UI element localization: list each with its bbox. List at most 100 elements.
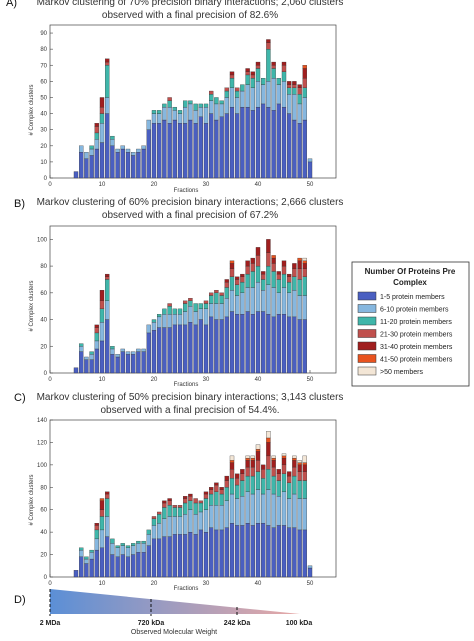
bar-segment (188, 119, 193, 179)
bar-segment (146, 534, 151, 546)
bar-segment (297, 460, 302, 463)
panel-d-letter: D) (14, 594, 26, 606)
bar-segment (131, 545, 136, 555)
bar-segment (183, 106, 188, 124)
bar-segment (281, 491, 287, 526)
bar-segment (209, 90, 214, 95)
panel-a: A) Markov clustering of 70% precision bi… (6, 0, 343, 194)
bar-segment (224, 527, 229, 578)
bar-segment (105, 273, 110, 277)
y-tick-label: 40 (40, 530, 47, 536)
mw-label-100kda: 100 kDa (286, 620, 313, 627)
bar-segment (167, 306, 172, 315)
bar-segment (245, 311, 250, 374)
bar-segment (255, 61, 261, 66)
bar-segment (125, 545, 131, 548)
bar-segment (292, 94, 297, 121)
plot-frame (49, 419, 337, 578)
legend-item-label: >50 members (380, 369, 423, 376)
bar-segment (157, 538, 162, 578)
bar-segment (302, 65, 307, 69)
bar-segment (162, 500, 167, 504)
bar-segment (110, 554, 115, 578)
bar-segment (229, 268, 235, 277)
bar-segment (99, 308, 105, 323)
bar-segment (255, 281, 261, 312)
bar-segment (271, 68, 276, 79)
legend-swatch (357, 316, 377, 326)
bar-segment (302, 464, 307, 472)
legend-swatch (357, 329, 377, 338)
bar-segment (250, 457, 255, 461)
bar-segment (157, 327, 162, 374)
bar-segment (198, 103, 203, 108)
bar-segment (235, 284, 240, 296)
bar-segment (94, 126, 99, 134)
y-tick-label: 80 (40, 47, 47, 53)
bar-segment (99, 142, 105, 179)
bar-segment (240, 273, 245, 277)
bar-segment (271, 466, 276, 477)
bar-segment (125, 547, 131, 557)
bar-segment (120, 545, 125, 555)
bar-segment (245, 68, 250, 72)
bar-segment (255, 81, 261, 108)
bar-segment (99, 529, 105, 548)
bar-segment (276, 525, 281, 578)
panel-b-plot: 0 20 40 60 80 100 0 10 20 30 40 50 (37, 225, 337, 383)
bar-segment (188, 509, 193, 533)
legend-swatch (357, 354, 377, 363)
bar-segment (151, 110, 157, 114)
bar-segment (292, 84, 297, 88)
bar-segment (287, 482, 292, 499)
bar-segment (250, 271, 255, 288)
bar-segment (245, 74, 250, 85)
bar-segment (115, 354, 120, 358)
bar-segment (167, 106, 172, 124)
bar-segment (141, 351, 146, 374)
bar-segment (193, 324, 198, 374)
bar-segment (297, 319, 302, 374)
bar-segment (167, 303, 172, 307)
bar-segment (203, 509, 209, 533)
x-tick-label: 0 (48, 581, 52, 587)
bar-segment (266, 106, 271, 179)
bar-segment (266, 455, 271, 470)
bar-segment (89, 549, 94, 553)
bar-segment (266, 42, 271, 50)
bar-segment (214, 303, 219, 320)
bar-segment (203, 324, 209, 374)
bar-segment (250, 257, 255, 264)
bar-segment (172, 106, 177, 111)
bar-segment (89, 354, 94, 360)
bar-segment (115, 556, 120, 578)
bar-segment (131, 543, 136, 546)
bar-segment (297, 471, 302, 481)
bar-segment (281, 81, 287, 108)
y-tick-label: 90 (40, 31, 47, 37)
bar-segment (188, 500, 193, 510)
bar-segment (255, 68, 261, 82)
bar-segment (229, 260, 235, 264)
bar-segment (245, 84, 250, 108)
bar-segment (255, 449, 261, 452)
bar-segment (141, 552, 146, 578)
bar-segment (271, 61, 276, 66)
bar-segment (276, 77, 281, 85)
bar-segment (167, 505, 172, 517)
bar-segment (266, 314, 271, 374)
bar-segment (235, 314, 240, 374)
legend-swatch (357, 366, 377, 376)
bar-segment (245, 106, 250, 179)
bar-segment (235, 478, 240, 486)
bar-segment (105, 58, 110, 63)
bar-segment (167, 314, 172, 328)
bar-segment (172, 308, 177, 315)
bar-segment (224, 480, 229, 488)
bar-segment (209, 303, 214, 318)
bar-segment (177, 505, 183, 508)
bar-segment (193, 498, 198, 504)
bar-segment (271, 77, 276, 111)
bar-segment (250, 466, 255, 477)
bar-segment (110, 145, 115, 179)
